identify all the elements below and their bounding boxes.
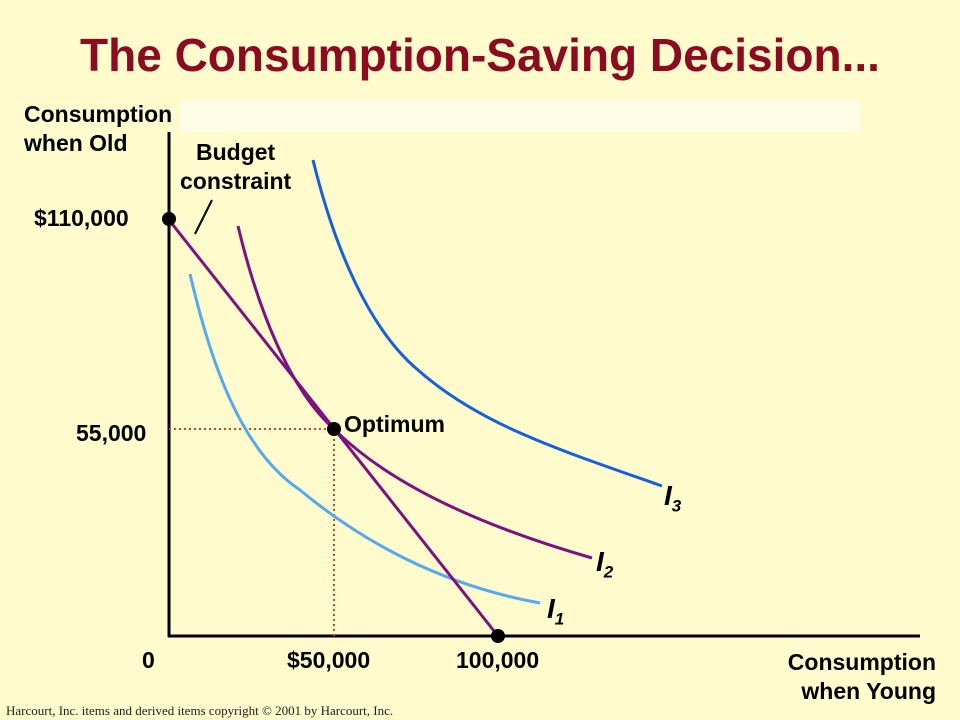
budget-x-intercept-point — [491, 629, 505, 643]
indifference-curve-i2 — [236, 225, 593, 560]
curve-label-i3: I3 — [664, 480, 681, 517]
x-axis-label-line1: Consumption — [787, 649, 936, 675]
y-axis-label-line1: Consumption — [24, 101, 173, 127]
indifference-curve-i3 — [311, 159, 663, 488]
budget-label-line2: constraint — [180, 168, 292, 194]
optimum-point — [327, 422, 341, 436]
highlight-band — [180, 100, 860, 132]
x-axis-label-line2: when Young — [801, 678, 936, 704]
curve-label-i3-sub: 3 — [671, 496, 682, 516]
budget-constraint-label: Budget constraint — [180, 138, 291, 196]
x-tick-50000: $50,000 — [287, 647, 371, 673]
budget-label-line1: Budget — [195, 139, 276, 165]
y-axis-label-line2: when Old — [24, 130, 128, 156]
curve-label-i1: I1 — [547, 593, 564, 630]
curve-label-i3-main: I — [664, 480, 672, 511]
y-tick-55000: 55,000 — [76, 420, 147, 446]
curve-label-i1-main: I — [547, 593, 555, 624]
optimum-label: Optimum — [344, 411, 445, 437]
curve-label-i2: I2 — [596, 546, 613, 583]
origin-label: 0 — [142, 647, 155, 673]
y-tick-110000: $110,000 — [34, 205, 129, 231]
copyright-notice: Harcourt, Inc. items and derived items c… — [6, 703, 394, 718]
curve-label-i2-sub: 2 — [603, 562, 614, 582]
budget-y-intercept-point — [162, 212, 176, 226]
y-axis-label: Consumption when Old — [24, 100, 172, 158]
budget-label-pointer — [194, 199, 213, 235]
curve-label-i1-sub: 1 — [554, 609, 565, 629]
x-axis-label: Consumption when Young — [740, 648, 936, 706]
x-tick-100000: 100,000 — [456, 647, 540, 673]
page-title: The Consumption-Saving Decision... — [80, 29, 880, 81]
curve-label-i2-main: I — [596, 546, 604, 577]
